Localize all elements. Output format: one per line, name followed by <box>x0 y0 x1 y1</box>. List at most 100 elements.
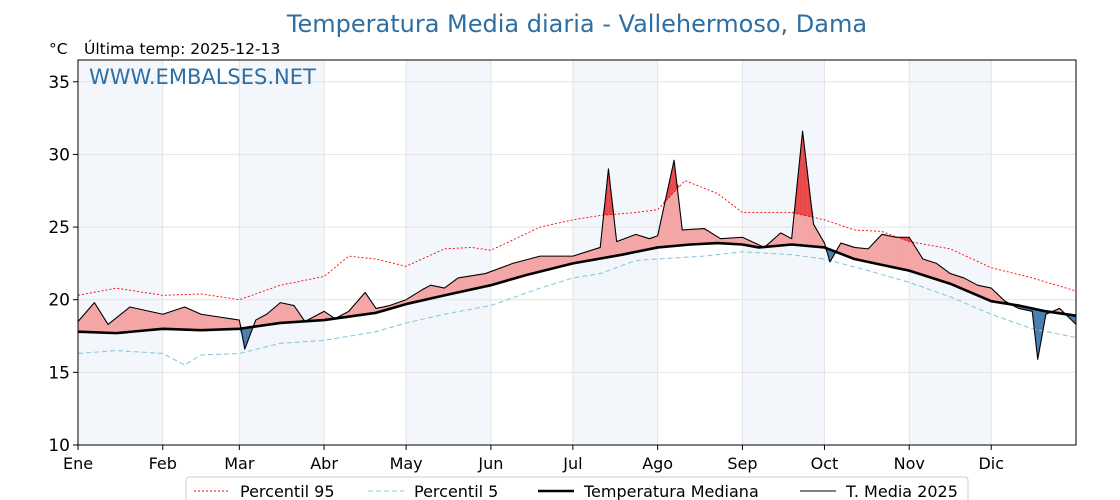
fill-above-median <box>526 258 530 276</box>
fill-above-median <box>91 302 95 333</box>
fill-above-median <box>151 311 155 331</box>
fill-above-median <box>178 307 183 330</box>
fill-above-median <box>539 255 544 272</box>
fill-above-median <box>643 236 647 251</box>
fill-above-median <box>233 318 237 330</box>
fill-above-median <box>195 311 199 331</box>
fill-above-median <box>693 228 697 245</box>
fill-above-median <box>878 233 883 266</box>
fill-above-median <box>887 235 891 267</box>
fill-above-median <box>482 273 486 288</box>
fill-above-median <box>638 234 642 252</box>
plot-frame <box>77 59 1077 446</box>
fill-above-median <box>288 304 292 323</box>
fill-above-median <box>209 315 213 331</box>
last-temp-label: Última temp: 2025-12-13 <box>84 39 280 58</box>
fill-above-median <box>701 228 705 245</box>
x-tick-label: Mar <box>224 454 255 473</box>
fill-above-median <box>903 237 907 271</box>
y-tick-label: 30 <box>48 145 70 165</box>
y-tick-label: 35 <box>48 73 70 93</box>
fill-above-median <box>184 306 188 330</box>
fill-above-median <box>892 236 896 269</box>
fill-above-p95 <box>906 237 910 242</box>
fill-above-median <box>698 228 702 245</box>
fill-above-median <box>687 229 691 245</box>
fill-above-median <box>135 307 139 332</box>
fill-above-median <box>865 248 869 263</box>
fill-above-median <box>933 262 937 280</box>
fill-above-median <box>479 273 483 288</box>
fill-above-median <box>859 247 863 262</box>
fill-above-median <box>881 234 885 266</box>
fill-above-median <box>703 228 708 244</box>
series-t-media-2025 <box>77 130 1077 360</box>
fill-above-median <box>619 239 623 256</box>
fill-above-median <box>624 237 628 255</box>
fill-above-median <box>214 316 218 330</box>
fill-above-median <box>471 275 475 290</box>
x-tick-label: Jun <box>477 454 503 473</box>
fill-above-median <box>548 255 552 270</box>
x-axis: Ene Feb Mar Abr May Jun Jul Ago Sep Oct Nov Dic <box>63 445 1004 473</box>
fill-above-median <box>116 315 120 334</box>
fill-above-median <box>159 313 163 330</box>
fill-above-median <box>534 256 538 274</box>
fill-above-median <box>493 269 497 285</box>
fill-above-median <box>597 247 601 260</box>
fill-above-median <box>118 313 122 334</box>
fill-above-median <box>515 261 519 279</box>
fill-above-median <box>225 317 229 330</box>
y-axis: 10 15 20 25 30 35 <box>48 73 78 456</box>
fill-above-median <box>165 312 169 330</box>
fill-above-median <box>531 257 535 274</box>
fill-above-median <box>632 234 636 253</box>
fill-above-median <box>176 308 180 330</box>
fill-above-median <box>520 260 524 277</box>
fill-above-median <box>936 262 940 281</box>
fill-above-median <box>280 302 284 324</box>
fill-above-median <box>922 258 926 277</box>
x-tick-label: Dic <box>978 454 1004 473</box>
fill-above-median <box>198 312 202 331</box>
fill-above-median <box>181 306 185 330</box>
fill-above-median <box>170 310 174 330</box>
x-tick-label: Nov <box>894 454 925 473</box>
fill-above-median <box>518 260 522 278</box>
x-tick-label: Sep <box>727 454 757 473</box>
fill-above-median <box>148 310 153 331</box>
fill-above-median <box>490 270 494 286</box>
fill-above-median <box>496 268 500 284</box>
fill-above-median <box>695 228 699 245</box>
fill-above-median <box>684 229 688 246</box>
fill-above-median <box>187 307 191 331</box>
fill-above-median <box>485 272 489 287</box>
x-tick-label: May <box>390 454 423 473</box>
month-band <box>406 60 491 445</box>
fill-above-median <box>857 247 861 261</box>
fill-above-median <box>217 316 221 330</box>
y-tick-label: 20 <box>48 291 70 311</box>
fill-above-median <box>168 311 172 330</box>
legend: Percentil 95 Percentil 5 Temperatura Media… <box>185 476 969 500</box>
chart-title: Temperatura Media diaria - Vallehermoso,… <box>286 10 867 38</box>
fill-above-median <box>200 314 204 331</box>
fill-above-median <box>88 305 92 333</box>
fill-above-median <box>477 274 481 289</box>
x-tick-label: Jul <box>562 454 582 473</box>
fill-above-median <box>173 309 177 330</box>
fill-above-median <box>504 265 508 282</box>
fill-above-median <box>928 260 932 278</box>
legend-box <box>185 476 969 500</box>
fill-above-median <box>621 238 626 255</box>
fill-above-median <box>285 303 289 323</box>
fill-above-median <box>854 247 858 260</box>
fill-above-median <box>498 267 503 284</box>
fill-above-median <box>192 310 196 331</box>
fill-above-median <box>143 309 147 331</box>
fill-above-median <box>203 314 207 331</box>
fill-above-median <box>627 236 631 254</box>
x-tick-label: Ene <box>63 454 93 473</box>
fill-above-median <box>501 266 505 283</box>
fill-above-median <box>140 309 144 332</box>
